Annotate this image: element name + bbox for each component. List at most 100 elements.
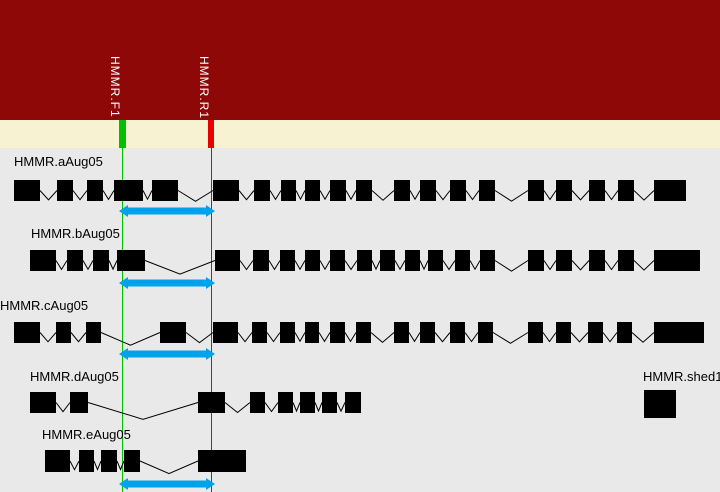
exon-box[interactable] <box>528 180 544 201</box>
primer-tick-f1[interactable] <box>118 120 126 148</box>
exon-box[interactable] <box>305 250 320 271</box>
exon-box[interactable] <box>479 180 495 201</box>
transcript-HMMR.dAug05[interactable] <box>30 392 361 420</box>
exon-box[interactable] <box>14 322 40 343</box>
exon-box[interactable] <box>252 322 267 343</box>
exon-box[interactable] <box>618 180 634 201</box>
exon-box[interactable] <box>305 322 319 343</box>
transcript-label-shed1: HMMR.shed1 <box>643 369 720 384</box>
exon-box[interactable] <box>278 392 293 413</box>
pcr-product-bar[interactable] <box>119 348 215 360</box>
exon-box[interactable] <box>330 322 345 343</box>
exon-box[interactable] <box>56 322 71 343</box>
exon-box[interactable] <box>160 322 186 343</box>
transcript-label-eAug05: HMMR.eAug05 <box>42 427 131 442</box>
exon-box[interactable] <box>380 250 395 271</box>
exon-box[interactable] <box>305 180 320 201</box>
exon-box[interactable] <box>57 180 73 201</box>
exon-box[interactable] <box>124 450 140 472</box>
exon-box[interactable] <box>394 180 410 201</box>
intron-line <box>108 260 118 271</box>
exon-box[interactable] <box>300 392 315 413</box>
exon-box[interactable] <box>356 180 372 201</box>
exon-box[interactable] <box>617 322 632 343</box>
exon-box[interactable] <box>215 250 240 271</box>
exon-box[interactable] <box>528 250 544 271</box>
pcr-product-bar[interactable] <box>119 277 215 289</box>
exon-box[interactable] <box>428 250 443 271</box>
exon-box[interactable] <box>281 180 296 201</box>
exon-box[interactable] <box>357 250 372 271</box>
exon-box[interactable] <box>589 250 605 271</box>
exon-box[interactable] <box>420 180 436 201</box>
exon-box[interactable] <box>618 250 634 271</box>
exon-box[interactable] <box>330 250 345 271</box>
exon-box[interactable] <box>213 180 239 201</box>
intron-line <box>492 332 529 344</box>
exon-box[interactable] <box>556 180 572 201</box>
exon-box[interactable] <box>420 322 435 343</box>
exon-box[interactable] <box>556 322 571 343</box>
intron-line <box>238 190 255 201</box>
exon-box[interactable] <box>556 250 572 271</box>
transcript-HMMR.bAug05[interactable] <box>30 250 700 289</box>
exon-box[interactable] <box>394 322 409 343</box>
intron-line <box>543 190 557 201</box>
pcr-product-bar[interactable] <box>119 478 215 490</box>
exon-box[interactable] <box>654 250 700 271</box>
transcript-HMMR.cAug05[interactable] <box>14 322 704 360</box>
exon-box[interactable] <box>79 450 94 472</box>
exon-box[interactable] <box>405 250 420 271</box>
exon-box[interactable] <box>250 392 265 413</box>
intron-line <box>570 332 589 343</box>
exon-box[interactable] <box>330 180 346 201</box>
exon-box[interactable] <box>87 180 103 201</box>
exon-box[interactable] <box>253 250 269 271</box>
intron-line <box>494 260 529 272</box>
exon-box[interactable] <box>101 450 117 472</box>
transcript-HMMR.shed1[interactable] <box>644 390 676 418</box>
exon-box[interactable] <box>45 450 70 472</box>
exon-box[interactable] <box>589 180 605 201</box>
exon-box[interactable] <box>654 322 704 343</box>
exon-box[interactable] <box>254 180 270 201</box>
exon-box[interactable] <box>152 180 178 201</box>
intron-line <box>292 402 301 413</box>
exon-box[interactable] <box>93 250 109 271</box>
transcript-HMMR.eAug05[interactable] <box>45 450 246 490</box>
pcr-product-bar[interactable] <box>119 205 215 217</box>
exon-box[interactable] <box>478 322 493 343</box>
exon-box[interactable] <box>356 322 371 343</box>
exon-box[interactable] <box>280 322 295 343</box>
exon-box[interactable] <box>345 392 361 413</box>
exon-box[interactable] <box>450 322 465 343</box>
exon-box[interactable] <box>86 322 101 343</box>
exon-box[interactable] <box>450 180 466 201</box>
exon-box[interactable] <box>455 250 470 271</box>
exon-box[interactable] <box>30 250 56 271</box>
intron-line <box>70 332 87 343</box>
exon-box[interactable] <box>30 392 56 413</box>
transcript-HMMR.aAug05[interactable] <box>14 180 686 217</box>
exon-box[interactable] <box>67 250 83 271</box>
exon-box[interactable] <box>528 322 543 343</box>
intron-line <box>144 260 216 275</box>
exon-box[interactable] <box>114 180 143 201</box>
intron-line <box>87 402 199 420</box>
exon-box[interactable] <box>322 392 337 413</box>
exon-box[interactable] <box>588 322 603 343</box>
intron-line <box>294 332 306 343</box>
exon-box[interactable] <box>644 390 676 418</box>
exon-box[interactable] <box>14 180 40 201</box>
exon-box[interactable] <box>654 180 686 201</box>
exon-box[interactable] <box>280 250 295 271</box>
primer-tick-r1[interactable] <box>208 120 214 148</box>
exon-box[interactable] <box>213 322 238 343</box>
intron-line <box>72 190 88 201</box>
exon-box[interactable] <box>198 392 225 413</box>
exon-box[interactable] <box>117 250 145 271</box>
exon-box[interactable] <box>70 392 88 413</box>
exon-box[interactable] <box>198 450 246 472</box>
exon-box[interactable] <box>480 250 495 271</box>
